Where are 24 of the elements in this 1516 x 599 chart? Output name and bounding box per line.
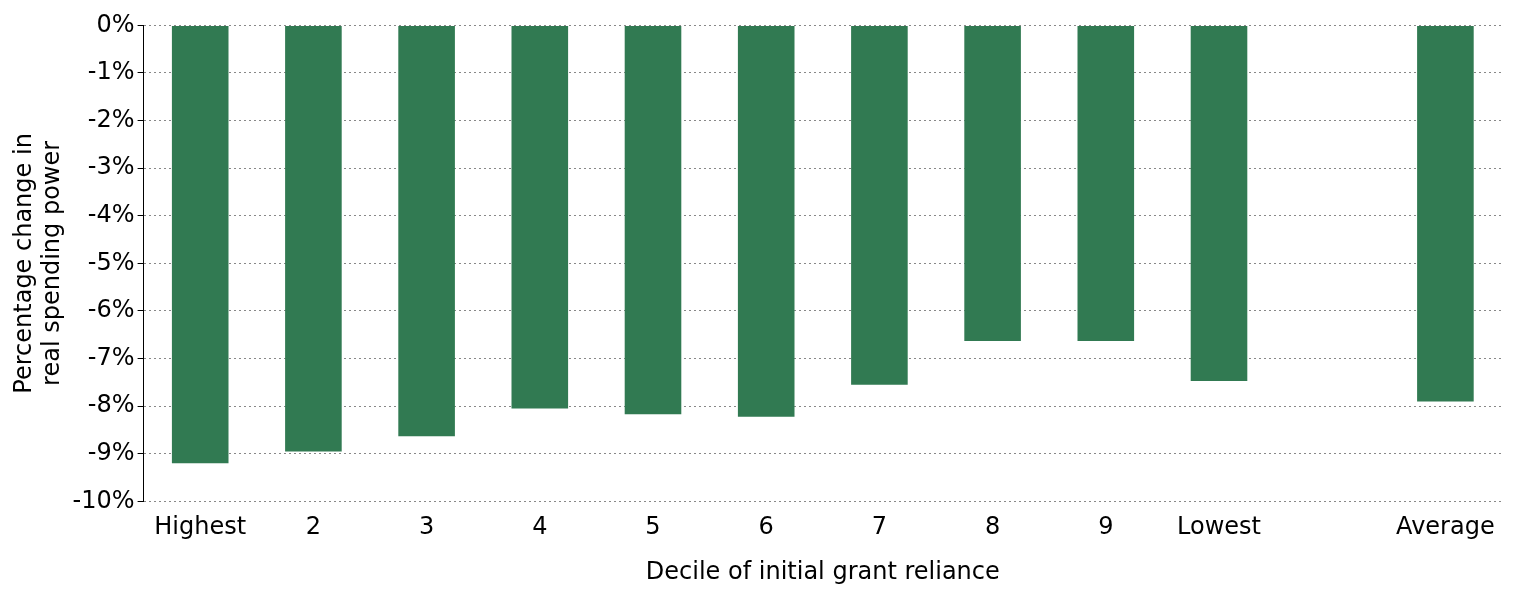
x-tick-label: 2 [305, 512, 322, 541]
x-tick-label: 6 [758, 512, 774, 541]
x-tick-label: 9 [1098, 512, 1114, 541]
y-tick-label: 0% [96, 9, 135, 38]
x-tick-label: 5 [645, 512, 661, 541]
y-axis-title: Percentage change in real spending power [8, 133, 66, 394]
x-tick-label: 4 [532, 512, 548, 541]
y-tick-label: -2% [87, 104, 135, 133]
x-tick-label: Average [1396, 512, 1495, 541]
x-tick-label: Highest [154, 512, 247, 541]
y-tick-label: -1% [87, 57, 135, 86]
y-tick-label: -10% [72, 485, 135, 514]
y-tick-label: -4% [87, 200, 135, 229]
y-tick-label: -5% [87, 247, 135, 276]
y-tick-label: -7% [87, 342, 135, 371]
y-tick-label: -9% [87, 438, 135, 467]
y-tick-label: -6% [87, 295, 135, 324]
y-tick-label: -8% [87, 390, 135, 419]
x-tick-label: 8 [984, 512, 1001, 541]
y-tick-label: -3% [87, 152, 135, 181]
x-axis-title: Decile of initial grant reliance [645, 556, 1000, 585]
x-tick-label: Lowest [1177, 512, 1261, 541]
x-tick-label: 7 [871, 512, 888, 541]
x-tick-label: 3 [418, 512, 435, 541]
